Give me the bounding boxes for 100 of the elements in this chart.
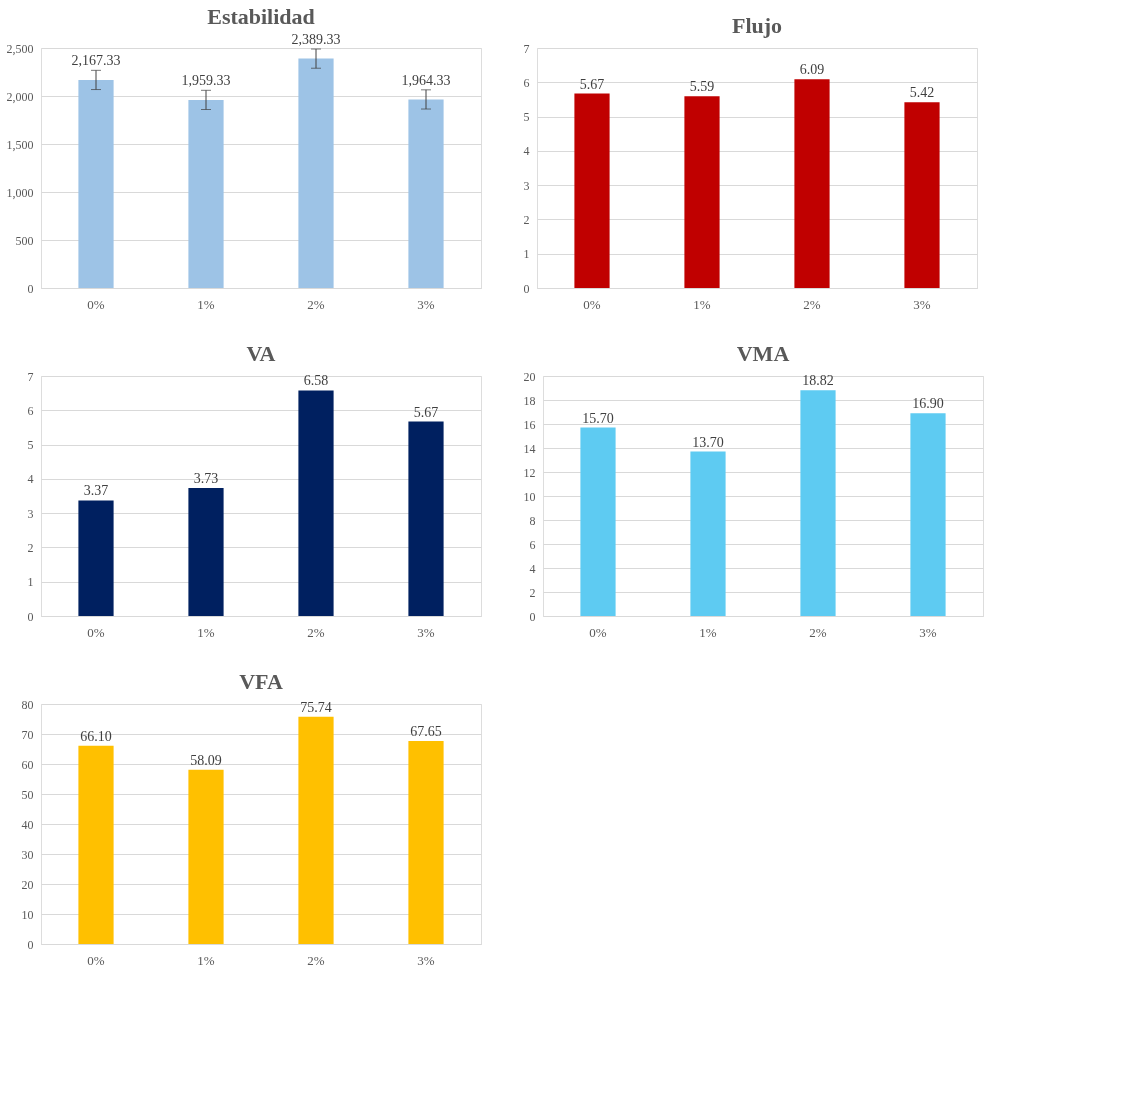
bar: [574, 93, 610, 288]
bar: [188, 99, 224, 288]
y-tick-label: 500: [15, 233, 34, 248]
bar: [800, 390, 836, 616]
y-tick-label: 3: [523, 178, 530, 193]
x-tick-label: 2%: [307, 296, 325, 312]
y-tick-label: 2: [523, 212, 530, 227]
bar: [78, 745, 114, 944]
bar: [794, 79, 830, 288]
data-label: 67.65: [410, 724, 442, 740]
x-tick-label: 2%: [307, 952, 325, 968]
data-label: 2,389.33: [291, 32, 341, 48]
y-tick-label: 4: [523, 144, 530, 159]
y-tick-label: 80: [21, 697, 34, 712]
bar: [78, 500, 114, 616]
x-tick-label: 0%: [87, 952, 105, 968]
bar: [408, 421, 444, 616]
y-tick-label: 50: [21, 787, 34, 802]
y-tick-label: 10: [21, 907, 34, 922]
data-label: 13.70: [692, 434, 724, 450]
chart-title: Flujo: [731, 13, 783, 38]
y-tick-label: 30: [21, 847, 34, 862]
bar: [298, 390, 334, 616]
y-tick-label: 40: [21, 817, 34, 832]
chart-title: VFA: [239, 669, 283, 694]
y-tick-label: 0: [523, 281, 530, 296]
bar: [298, 716, 334, 944]
x-tick-label: 3%: [417, 624, 435, 640]
y-tick-label: 1,000: [6, 185, 34, 200]
y-tick-label: 1,500: [6, 137, 34, 152]
bar: [684, 96, 720, 288]
data-label: 16.90: [912, 396, 944, 412]
y-tick-label: 4: [529, 561, 536, 576]
y-tick-label: 4: [27, 472, 34, 487]
data-label: 6.58: [303, 373, 329, 389]
y-tick-label: 20: [523, 369, 536, 384]
y-tick-label: 6: [27, 403, 34, 418]
x-tick-label: 1%: [693, 296, 711, 312]
data-label: 5.59: [689, 79, 715, 95]
bar: [904, 102, 940, 288]
x-tick-label: 2%: [809, 624, 827, 640]
data-label: 18.82: [802, 373, 834, 389]
y-tick-label: 0: [27, 609, 34, 624]
data-label: 3.73: [193, 471, 219, 487]
y-tick-label: 12: [523, 465, 536, 480]
y-tick-label: 7: [523, 41, 530, 56]
y-tick-label: 1: [523, 247, 530, 262]
y-tick-label: 20: [21, 877, 34, 892]
chart-title: VA: [246, 341, 276, 366]
y-tick-label: 5: [27, 438, 34, 453]
y-tick-label: 8: [529, 513, 536, 528]
bar: [580, 427, 616, 616]
y-tick-label: 1: [27, 575, 34, 590]
bar: [188, 769, 224, 944]
x-tick-label: 0%: [583, 296, 601, 312]
x-tick-label: 3%: [417, 296, 435, 312]
bar: [188, 488, 224, 616]
chart-title: Estabilidad: [207, 4, 315, 30]
x-tick-label: 1%: [197, 952, 215, 968]
data-label: 1,959.33: [181, 73, 231, 89]
x-tick-label: 0%: [589, 624, 607, 640]
x-tick-label: 1%: [197, 296, 215, 312]
y-tick-label: 18: [523, 393, 536, 408]
data-label: 3.37: [83, 483, 109, 499]
x-tick-label: 1%: [197, 624, 215, 640]
data-label: 15.70: [582, 410, 614, 426]
y-tick-label: 10: [523, 489, 536, 504]
x-tick-label: 0%: [87, 624, 105, 640]
y-tick-label: 2,500: [6, 41, 34, 56]
y-tick-label: 14: [523, 441, 536, 456]
y-tick-label: 60: [21, 757, 34, 772]
y-tick-label: 3: [27, 506, 34, 521]
bar: [408, 741, 444, 944]
x-tick-label: 2%: [307, 624, 325, 640]
data-label: 2,167.33: [71, 53, 121, 69]
y-tick-label: 2: [27, 540, 34, 555]
y-tick-label: 6: [529, 537, 536, 552]
y-tick-label: 16: [523, 417, 536, 432]
bar: [910, 413, 946, 616]
bar: [690, 451, 726, 616]
y-tick-label: 0: [529, 609, 536, 624]
y-tick-label: 7: [27, 369, 34, 384]
x-tick-label: 0%: [87, 296, 105, 312]
data-label: 5.67: [413, 404, 439, 420]
bar: [298, 58, 334, 288]
x-tick-label: 1%: [699, 624, 717, 640]
data-label: 75.74: [300, 699, 332, 715]
data-label: 1,964.33: [401, 72, 451, 88]
x-tick-label: 3%: [417, 952, 435, 968]
y-tick-label: 2,000: [6, 89, 34, 104]
bar: [78, 79, 114, 288]
y-tick-label: 0: [27, 281, 34, 296]
y-tick-label: 2: [529, 585, 536, 600]
chart-title: VMA: [736, 341, 790, 366]
x-tick-label: 3%: [919, 624, 937, 640]
data-label: 5.67: [579, 76, 605, 92]
x-tick-label: 3%: [913, 296, 931, 312]
y-tick-label: 0: [27, 937, 34, 952]
data-label: 6.09: [799, 62, 825, 78]
data-label: 66.10: [80, 728, 112, 744]
